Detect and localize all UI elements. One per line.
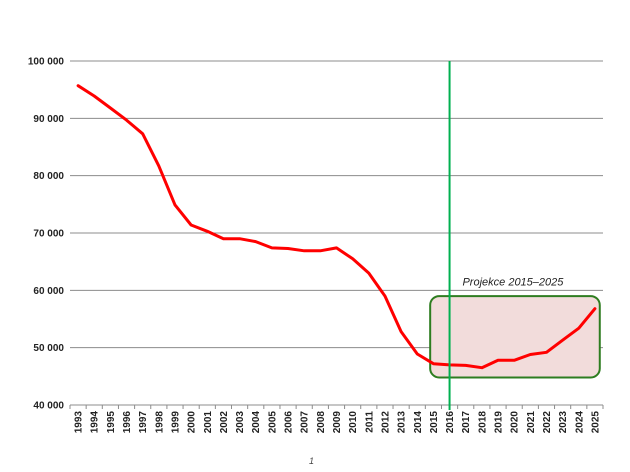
- x-tick-label: 2021: [526, 411, 537, 434]
- x-tick-label: 2000: [187, 411, 198, 434]
- x-tick-label: 2010: [348, 411, 359, 434]
- x-tick-label: 1996: [122, 411, 133, 434]
- gridlines: [70, 60, 603, 406]
- x-tick-label: 1994: [90, 411, 101, 434]
- x-tick-label: 2019: [494, 411, 505, 434]
- x-tick-label: 1995: [106, 411, 117, 434]
- projection-annotation: Projekce 2015–2025: [462, 277, 564, 289]
- x-tick-label: 2004: [251, 411, 262, 434]
- x-tick-label: 2020: [510, 411, 521, 434]
- y-tick-label: 100 000: [28, 57, 65, 68]
- y-tick-label: 60 000: [33, 286, 64, 297]
- x-tick-label: 2006: [284, 411, 295, 434]
- x-tick-label: 1999: [170, 411, 181, 434]
- x-tick-label: 2005: [267, 411, 278, 434]
- x-tick-label: 1993: [74, 411, 85, 434]
- x-tick-label: 2002: [219, 411, 230, 434]
- x-tick-label: 2013: [397, 411, 408, 434]
- y-axis-ticks: 40 000 50 000 60 000 70 000 80 000 90 000 100 …: [28, 57, 65, 412]
- x-tick-label: 2011: [364, 411, 375, 433]
- page-number: 1: [309, 456, 315, 466]
- series-layer: [76, 84, 597, 370]
- x-tick-label: 2003: [235, 411, 246, 434]
- x-tick-label: 2015: [429, 411, 440, 434]
- x-tick-label: 2009: [332, 411, 343, 434]
- x-tick-label: 2016: [445, 411, 456, 434]
- y-tick-label: 90 000: [33, 114, 64, 125]
- x-tick-label: 2022: [542, 411, 553, 434]
- x-tick-label: 2007: [300, 411, 311, 434]
- y-tick-label: 80 000: [33, 171, 64, 182]
- x-tick-label: 2008: [316, 411, 327, 434]
- x-tick-label: 2014: [413, 411, 424, 434]
- y-tick-label: 70 000: [33, 229, 64, 240]
- y-tick-label: 50 000: [33, 343, 64, 354]
- x-axis: 1993 1994 1995 1996 1997 1998 1999 2000 2001 2002…: [69, 404, 604, 434]
- x-tick-label: 2001: [203, 411, 214, 434]
- y-tick-label: 40 000: [33, 401, 64, 412]
- projection-box: [429, 295, 601, 379]
- x-tick-label: 2025: [590, 411, 601, 434]
- x-tick-label: 2023: [558, 411, 569, 434]
- x-tick-label: 1998: [154, 411, 165, 434]
- projection-region: [429, 295, 601, 379]
- x-tick-label: 2017: [461, 411, 472, 434]
- x-tick-label: 2012: [380, 411, 391, 434]
- x-tick-label: 1997: [138, 411, 149, 434]
- series-line: [76, 84, 597, 370]
- x-tick-label: 2024: [574, 411, 585, 434]
- x-tick-label: 2018: [477, 411, 488, 434]
